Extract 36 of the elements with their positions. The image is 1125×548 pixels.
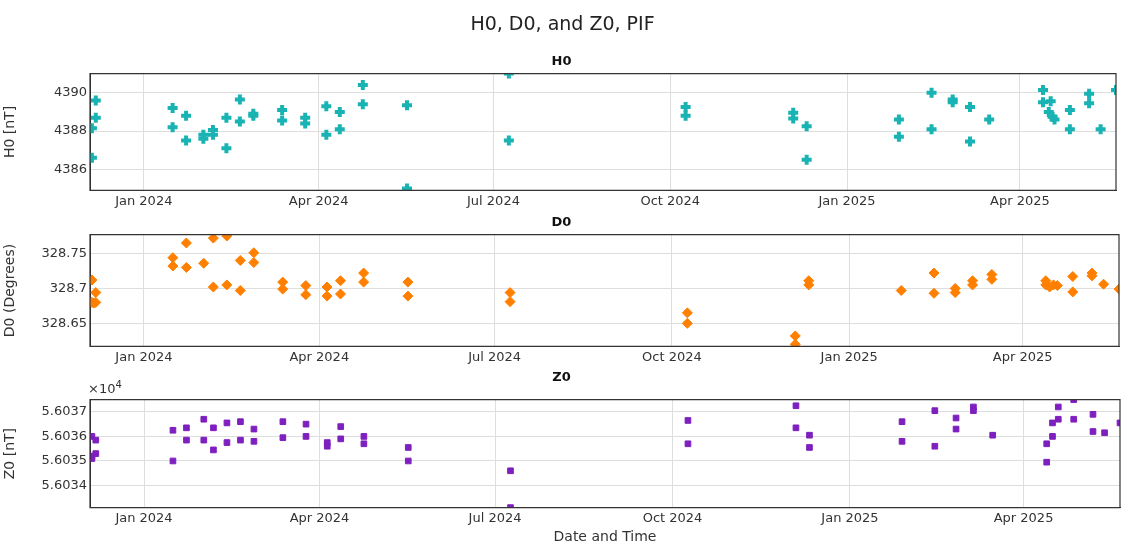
- chart-title: H0, D0, and Z0, PIF: [469, 12, 656, 34]
- y-tick-label: 4386: [53, 160, 87, 176]
- y-tick-label: 5.6035: [41, 452, 87, 468]
- x-tick-label: Oct 2024: [640, 192, 701, 208]
- chart-title: D0: [551, 214, 572, 230]
- y-axis-title: Z0 [nT]: [1, 427, 18, 480]
- x-tick-label: Oct 2024: [642, 509, 703, 525]
- x-tick-label: Jan 2025: [817, 192, 876, 208]
- chart-subtitle: H0: [551, 53, 572, 69]
- x-tick-label: Jan 2024: [114, 348, 173, 364]
- x-tick-label: Apr 2024: [289, 348, 350, 364]
- x-tick-label: Jul 2024: [466, 192, 520, 208]
- y-tick-label: 5.6034: [41, 476, 87, 492]
- x-tick-label: Jul 2024: [467, 509, 522, 525]
- x-tick-label: Apr 2025: [993, 509, 1054, 525]
- y-tick-label: 328.7: [49, 279, 87, 295]
- x-tick-label: Jan 2024: [114, 192, 173, 208]
- x-tick-label: Oct 2024: [642, 348, 702, 364]
- chart-title: Z0: [552, 369, 571, 385]
- x-tick-label: Apr 2024: [288, 192, 349, 208]
- x-tick-label: Jul 2024: [467, 348, 522, 364]
- x-tick-label: Jan 2024: [114, 509, 173, 525]
- y-tick-label: 328.65: [41, 314, 87, 330]
- y-tick-label: 4390: [53, 84, 87, 100]
- x-tick-label: Jan 2025: [819, 348, 878, 364]
- x-tick-label: Apr 2025: [990, 192, 1050, 208]
- x-tick-label: Apr 2025: [992, 348, 1053, 364]
- y-axis-title: D0 (Degrees): [1, 243, 18, 338]
- y-tick-label: 5.6036: [41, 427, 87, 443]
- y-tick-label: 5.6037: [41, 403, 87, 419]
- x-axis-title: Date and Time: [553, 528, 657, 545]
- y-tick-label: 328.75: [41, 244, 87, 260]
- y-tick-label: 4388: [53, 122, 87, 138]
- x-tick-label: Jan 2025: [820, 509, 879, 525]
- x-tick-label: Apr 2024: [289, 509, 350, 525]
- y-axis-title: H0 [nT]: [1, 105, 18, 159]
